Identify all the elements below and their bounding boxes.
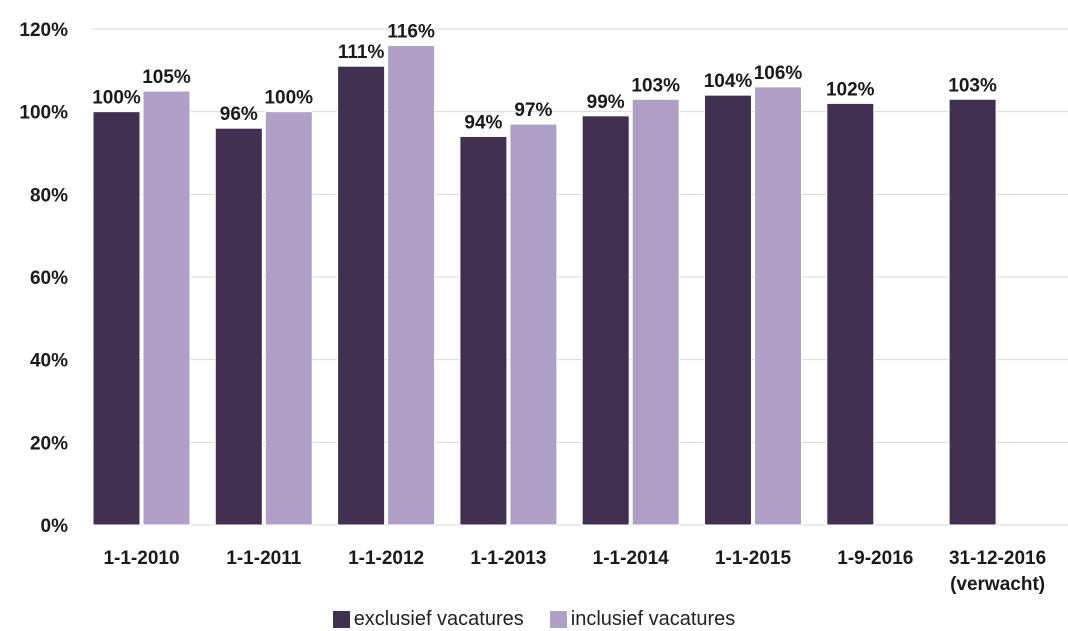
- legend-label-exclusief: exclusief vacatures: [353, 607, 524, 630]
- legend: exclusief vacatures inclusief vacatures: [0, 607, 1068, 631]
- x-tick-label: 1-1-2015: [715, 548, 791, 569]
- data-label: 103%: [948, 75, 997, 96]
- data-label: 96%: [220, 104, 258, 125]
- x-tick-label: 1-9-2016: [837, 548, 913, 569]
- bar-inclusief: [509, 123, 558, 526]
- x-tick-label: 1-1-2013: [470, 548, 546, 569]
- x-tick-label: 31-12-2016: [949, 548, 1046, 569]
- y-axis: 0% 20% 40% 60% 80% 100% 120%: [19, 20, 68, 537]
- data-label: 94%: [464, 112, 502, 133]
- bar-inclusief: [142, 90, 191, 526]
- bar-inclusief: [387, 45, 436, 526]
- bar-inclusief: [754, 86, 802, 526]
- bars: [92, 45, 997, 526]
- x-tick-label: 1-1-2012: [348, 548, 424, 569]
- data-labels: 100%105%96%100%111%116%94%97% 99%103% 104%…: [92, 22, 997, 134]
- y-tick-label: 80%: [30, 185, 68, 206]
- bar-exclusief: [92, 111, 141, 526]
- x-tick-sublabel: (verwacht): [950, 574, 1045, 595]
- x-tick-label: 1-1-2014: [593, 548, 669, 569]
- legend-item-exclusief: exclusief vacatures: [332, 607, 524, 631]
- x-tick-label: 1-1-2010: [103, 548, 179, 569]
- bar-exclusief: [704, 94, 752, 526]
- bar-exclusief: [581, 115, 630, 526]
- y-tick-label: 120%: [19, 20, 68, 41]
- bar-exclusief: [948, 98, 997, 526]
- data-label: 105%: [142, 67, 191, 88]
- data-label: 102%: [826, 79, 875, 100]
- bar-exclusief: [214, 127, 263, 526]
- y-tick-label: 100%: [19, 103, 68, 124]
- bar-inclusief: [631, 98, 680, 526]
- legend-label-inclusief: inclusief vacatures: [570, 607, 736, 630]
- data-label: 103%: [631, 75, 680, 96]
- legend-swatch-exclusief: [332, 610, 350, 628]
- data-label: 100%: [92, 88, 141, 109]
- data-label: 97%: [514, 100, 552, 121]
- data-label: 111%: [338, 42, 385, 63]
- data-label: 116%: [387, 22, 435, 43]
- bar-exclusief: [337, 65, 386, 526]
- bar-exclusief: [826, 102, 875, 526]
- legend-swatch-inclusief: [549, 610, 567, 628]
- data-label: 106%: [754, 63, 803, 84]
- x-axis: 1-1-2010 1-1-2011 1-1-2012 1-1-2013 1-1-2014…: [103, 548, 1046, 595]
- y-tick-label: 0%: [41, 516, 69, 537]
- bar-inclusief: [264, 111, 313, 526]
- y-tick-label: 20%: [30, 433, 68, 454]
- x-tick-label: 1-1-2011: [226, 548, 301, 569]
- data-label: 100%: [264, 88, 313, 109]
- data-label: 99%: [587, 92, 625, 113]
- bar-exclusief: [459, 135, 508, 526]
- y-tick-label: 40%: [30, 351, 68, 372]
- data-label: 104%: [704, 71, 753, 92]
- legend-item-inclusief: inclusief vacatures: [549, 607, 736, 631]
- y-tick-label: 60%: [30, 268, 68, 289]
